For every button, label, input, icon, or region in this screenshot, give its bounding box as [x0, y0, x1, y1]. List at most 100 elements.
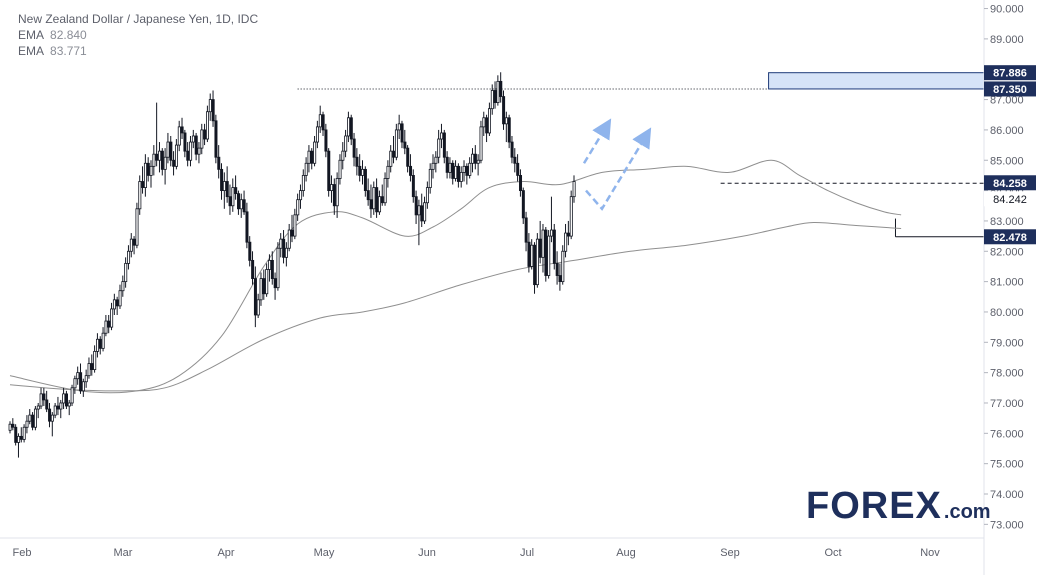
candle-body [366, 190, 370, 201]
y-tick-label: 77.000 [990, 398, 1024, 410]
candle-body [177, 126, 181, 146]
candle-body [17, 435, 21, 443]
candle-body [440, 132, 444, 140]
candle-body [180, 126, 184, 134]
candle-body [208, 99, 212, 113]
candle-body [487, 108, 491, 134]
candle-body [253, 278, 257, 316]
candle-body [143, 162, 147, 188]
candle-body [200, 129, 204, 149]
candle-body [541, 229, 545, 258]
y-tick-label: 81.000 [990, 277, 1024, 289]
candle-body [369, 199, 373, 210]
candle-body [296, 199, 300, 216]
x-tick-label: Apr [217, 547, 234, 559]
candle-body [259, 278, 263, 301]
candle-body [358, 165, 362, 176]
candle-body [245, 211, 249, 243]
candle-body [411, 175, 415, 198]
candle-body [437, 138, 441, 158]
arrow-pullback-up [585, 127, 652, 211]
candle-body [400, 123, 404, 143]
candle-body [493, 90, 497, 104]
candle-body [468, 162, 472, 176]
logo-suffix: .com [943, 501, 991, 523]
projection-arrows [582, 118, 652, 211]
ema-line-2 [9, 221, 902, 392]
candle-body [31, 414, 35, 428]
candle-body [101, 332, 105, 349]
candle-body [56, 405, 60, 410]
candle-body [355, 156, 359, 167]
candle-body [70, 387, 74, 404]
y-tick-label: 90.000 [990, 4, 1024, 16]
candle-body [479, 126, 483, 161]
candle-body [389, 150, 393, 167]
levels [297, 88, 984, 238]
candles [8, 72, 576, 458]
candle-body [504, 117, 508, 125]
x-tick-label: Nov [920, 547, 940, 559]
candle-body [84, 375, 88, 383]
candle-body [403, 141, 407, 149]
candle-body [454, 165, 458, 179]
price-label-bg [984, 229, 1036, 245]
y-tick-label: 75.000 [990, 459, 1024, 471]
candle-body [104, 320, 108, 334]
candle-body [138, 181, 142, 210]
y-tick-label: 79.000 [990, 337, 1024, 349]
candle-body [163, 156, 167, 170]
chart-legend: New Zealand Dollar / Japanese Yen, 1D, I… [18, 11, 258, 59]
candle-body [251, 259, 255, 279]
candle-body [414, 196, 418, 216]
candle-body [352, 138, 356, 158]
candle-body [186, 150, 190, 161]
candle-body [248, 241, 252, 261]
candle-body [42, 393, 46, 401]
candle-body [409, 165, 413, 176]
candle-body [521, 190, 525, 219]
candle-body [392, 150, 396, 158]
candle-body [270, 259, 274, 279]
candle-body [268, 259, 272, 270]
candle-body [45, 399, 49, 410]
candle-body [228, 196, 232, 207]
y-tick-label: 87.000 [990, 95, 1024, 107]
candle-body [239, 199, 243, 210]
candle-body [79, 372, 83, 392]
price-label-bg [984, 191, 1036, 207]
candle-body [276, 247, 280, 289]
candle-body [375, 187, 379, 213]
price-label: 84.242 [993, 194, 1027, 206]
candle-body [222, 181, 226, 191]
candle-body [183, 132, 187, 152]
candle-body [330, 184, 334, 191]
candle-body [76, 372, 80, 380]
candle-body [301, 175, 305, 191]
price-label-bg [984, 81, 1036, 97]
candle-body [451, 162, 455, 179]
candle-body [572, 181, 576, 198]
candle-body [318, 114, 322, 128]
candle-body [313, 141, 317, 164]
x-tick-label: May [314, 547, 335, 559]
candle-body [335, 178, 339, 207]
candle-body [203, 129, 207, 140]
x-tick-label: Feb [13, 547, 32, 559]
candle-body [149, 165, 153, 176]
legend-ema-2-label: EMA [18, 44, 45, 58]
candle-body [507, 117, 511, 143]
candle-body [524, 217, 528, 243]
candle-body [315, 126, 319, 143]
candle-body [547, 235, 551, 276]
candle-body [544, 229, 548, 276]
candle-body [73, 378, 77, 389]
candle-body [538, 238, 542, 258]
candle-body [310, 150, 314, 164]
candle-body [527, 241, 531, 267]
candle-body [324, 129, 328, 152]
y-tick-label: 74.000 [990, 489, 1024, 501]
candle-body [96, 338, 100, 352]
candle-body [135, 208, 139, 246]
